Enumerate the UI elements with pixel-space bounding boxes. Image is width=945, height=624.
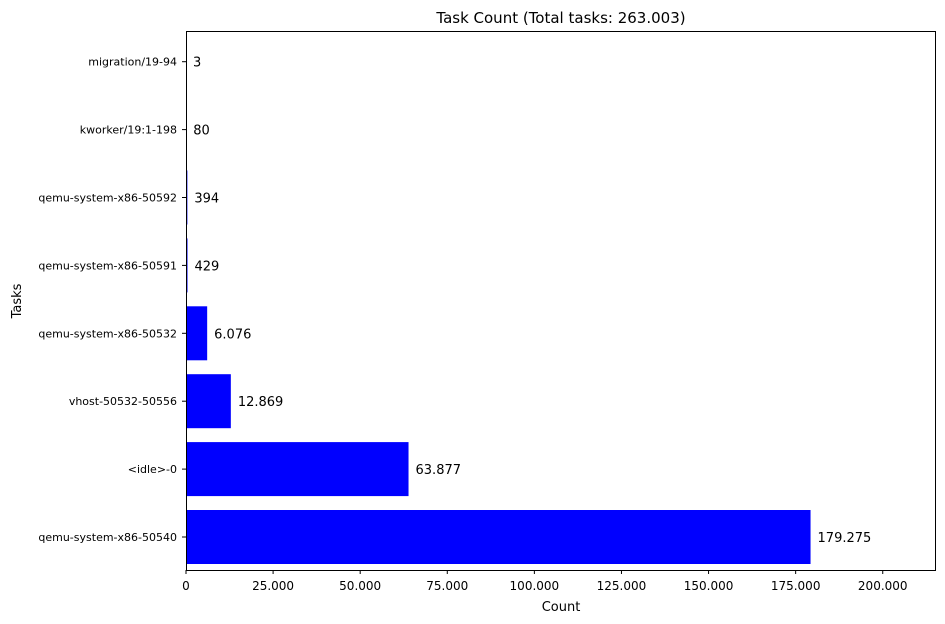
x-axis-ticks: 0 25.000 50.000 75.000 100.000 125.000 150.000…: [182, 570, 908, 593]
chart-title: Task Count (Total tasks: 263.003): [435, 9, 685, 27]
value-labels-group: 179.275 63.877 12.869 6.076 429 394 80 3: [193, 56, 871, 546]
value-label-0: 179.275: [818, 531, 872, 546]
value-label-3: 6.076: [214, 327, 251, 342]
bar-1: [186, 442, 409, 497]
value-label-1: 63.877: [416, 463, 462, 478]
bars-group: [186, 34, 811, 564]
y-tick-label-3: qemu-system-x86-50532: [38, 327, 177, 340]
bar-2: [186, 374, 231, 429]
bar-3: [186, 306, 208, 361]
x-tick-label-4: 100.000: [510, 579, 560, 593]
value-label-4: 429: [194, 259, 219, 274]
value-label-6: 80: [193, 124, 210, 139]
value-label-2: 12.869: [238, 395, 284, 410]
x-tick-label-8: 200.000: [858, 579, 908, 593]
plot-frame: [186, 31, 936, 571]
y-tick-label-1: <idle>-0: [128, 463, 177, 476]
x-tick-label-5: 125.000: [597, 579, 647, 593]
x-tick-label-6: 150.000: [684, 579, 734, 593]
y-axis-label: Tasks: [10, 283, 25, 319]
y-tick-label-2: vhost-50532-50556: [69, 395, 177, 408]
y-tick-label-4: qemu-system-x86-50591: [38, 259, 177, 272]
y-tick-label-0: qemu-system-x86-50540: [38, 531, 177, 544]
value-label-7: 3: [193, 56, 201, 71]
value-label-5: 394: [194, 192, 219, 207]
y-tick-label-7: migration/19-94: [88, 56, 177, 69]
x-tick-label-2: 50.000: [339, 579, 381, 593]
x-tick-label-7: 175.000: [771, 579, 821, 593]
x-tick-label-0: 0: [182, 579, 190, 593]
y-tick-label-5: qemu-system-x86-50592: [38, 192, 177, 205]
x-tick-label-1: 25.000: [252, 579, 294, 593]
x-tick-label-3: 75.000: [426, 579, 468, 593]
bar-0: [186, 510, 811, 564]
x-axis-label: Count: [542, 600, 581, 615]
y-axis-ticks: qemu-system-x86-50540 <idle>-0 vhost-50532…: [38, 56, 186, 544]
y-tick-label-6: kworker/19:1-198: [80, 124, 177, 137]
